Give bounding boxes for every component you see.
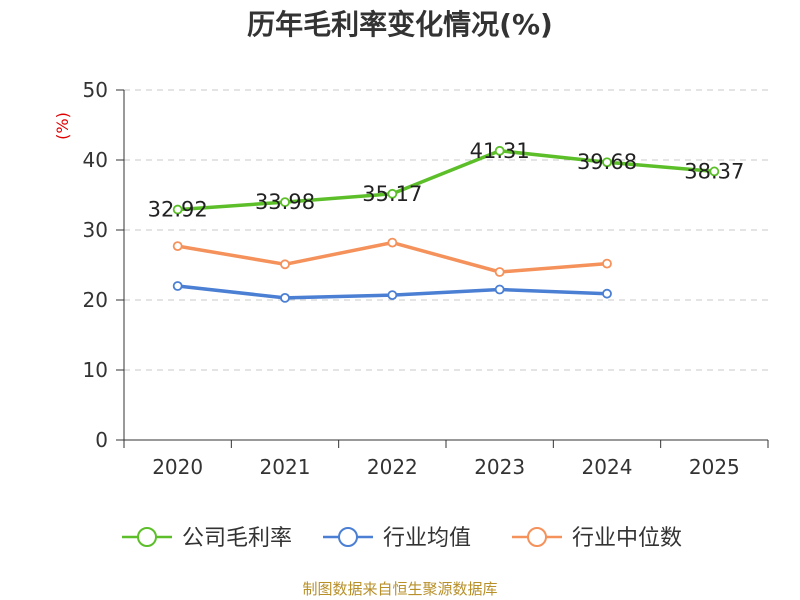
data-point [280, 259, 290, 270]
x-tick-label: 2020 [152, 455, 203, 479]
chart-title: 历年毛利率变化情况(%) [247, 8, 553, 41]
x-tick-label: 2024 [582, 455, 633, 479]
series-line-0 [175, 149, 717, 212]
axes [116, 89, 769, 448]
data-label: 38.37 [684, 159, 744, 183]
data-point [280, 197, 290, 208]
data-label: 41.31 [470, 139, 530, 163]
legend-label: 公司毛利率 [182, 526, 292, 551]
source-note: 制图数据来自恒生聚源数据库 [302, 580, 497, 598]
legend-label: 行业中位数 [572, 526, 682, 551]
data-point [387, 188, 398, 199]
data-point [172, 204, 183, 215]
gridlines [124, 89, 768, 371]
data-point [602, 288, 612, 299]
x-tick-label: 2025 [689, 455, 740, 479]
y-tick-label: 40 [83, 148, 108, 172]
data-point [280, 292, 290, 303]
x-tick-label: 2021 [260, 455, 311, 479]
data-point [387, 290, 398, 301]
data-point [494, 267, 505, 277]
legend[interactable]: 公司毛利率 行业均值 行业中位数 [122, 526, 682, 551]
legend-item-2[interactable]: 行业中位数 [512, 526, 682, 551]
x-tick-label: 2023 [474, 455, 525, 479]
data-labels: 32.92 33.98 35.17 41.31 39.68 38.37 [148, 139, 745, 222]
legend-item-1[interactable]: 行业均值 [323, 526, 471, 551]
data-point [602, 258, 612, 269]
legend-marker-icon [137, 527, 157, 547]
data-point [172, 281, 183, 291]
y-tick-label: 30 [83, 218, 108, 242]
y-tick-label: 20 [83, 288, 108, 312]
series-points [172, 145, 720, 303]
y-axis-label: (%) [53, 112, 72, 140]
data-point [172, 241, 183, 252]
data-point [387, 237, 398, 248]
legend-label: 行业均值 [383, 526, 471, 551]
data-point [494, 145, 505, 156]
legend-marker-icon [338, 527, 358, 547]
data-point [602, 157, 612, 168]
y-tick-labels: 0 10 20 30 40 50 [83, 78, 108, 452]
data-label: 39.68 [577, 150, 637, 174]
data-point [494, 284, 505, 295]
y-tick-label: 10 [83, 358, 108, 382]
data-label: 33.98 [255, 190, 315, 214]
y-tick-label: 0 [95, 428, 108, 452]
legend-marker-icon [527, 527, 547, 547]
y-tick-label: 50 [83, 78, 108, 102]
data-label: 32.92 [148, 198, 208, 222]
x-tick-label: 2022 [367, 455, 418, 479]
x-tick-labels: 2020 2021 2022 2023 2024 2025 [152, 455, 740, 479]
data-label: 35.17 [362, 182, 422, 206]
data-point [709, 166, 720, 177]
legend-item-0[interactable]: 公司毛利率 [122, 526, 292, 551]
